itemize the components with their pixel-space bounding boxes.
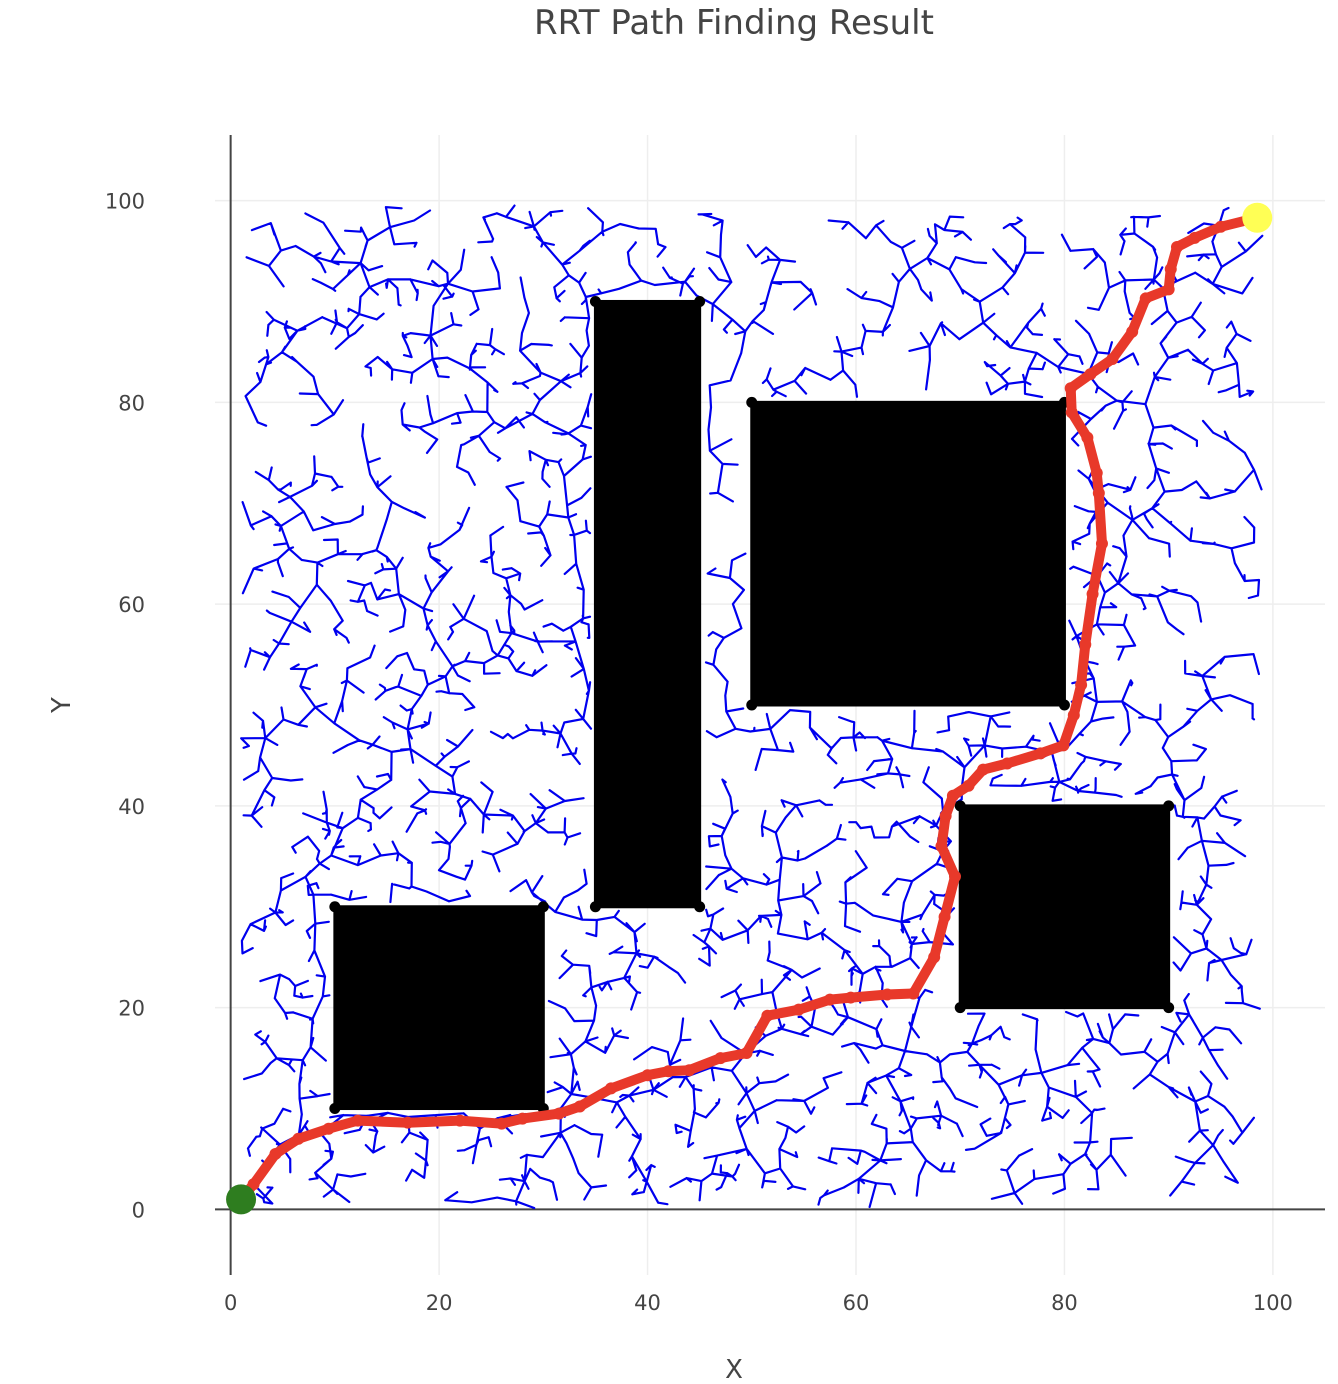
path-point xyxy=(823,993,836,1006)
goal-marker xyxy=(1242,202,1273,233)
path-point xyxy=(1034,747,1047,760)
path-point xyxy=(946,789,959,802)
path-point xyxy=(1001,757,1014,770)
path-point xyxy=(761,1009,774,1022)
obstacle-corner xyxy=(954,1002,966,1014)
x-tick-label: 100 xyxy=(1253,1291,1293,1315)
obstacle-rect xyxy=(333,905,545,1111)
path-point xyxy=(938,910,951,923)
path-point xyxy=(322,1122,335,1135)
path-point xyxy=(605,1082,618,1095)
endpoint-markers xyxy=(226,202,1273,1215)
path-point xyxy=(1095,537,1108,550)
obstacle-corner xyxy=(1058,699,1070,711)
tick-labels: 0 20 40 60 80 100 0 20 40 60 80 100 xyxy=(105,190,1293,1315)
path-point xyxy=(516,1112,529,1125)
path-point xyxy=(495,1117,508,1130)
chart-title: RRT Path Finding Result xyxy=(534,3,934,43)
obstacle-rect xyxy=(958,804,1171,1010)
path-point xyxy=(740,1047,753,1060)
path-point xyxy=(1164,263,1177,276)
x-tick-label: 40 xyxy=(634,1291,661,1315)
x-tick-label: 0 xyxy=(224,1291,237,1315)
x-axis-title: X xyxy=(725,1355,743,1384)
path-point xyxy=(792,1003,805,1016)
path-point xyxy=(1079,638,1092,651)
path-point xyxy=(949,870,961,883)
y-tick-label: 100 xyxy=(105,190,145,214)
obstacle-corner xyxy=(589,295,601,307)
path-point xyxy=(1065,406,1078,419)
path-point xyxy=(247,1178,260,1191)
path-point xyxy=(1139,292,1152,305)
path-point xyxy=(844,991,857,1004)
obstacle-corner xyxy=(694,295,706,307)
path-point xyxy=(962,779,975,792)
obstacle-corner xyxy=(329,901,341,913)
start-marker xyxy=(226,1184,257,1215)
path-point xyxy=(401,1116,414,1129)
path-point xyxy=(1081,431,1094,444)
obstacle-corner xyxy=(954,800,966,812)
obstacle-corner xyxy=(329,1103,341,1115)
path-point xyxy=(1090,466,1103,479)
obstacle-corner xyxy=(746,699,758,711)
path-point xyxy=(552,1107,565,1120)
path-point xyxy=(714,1052,727,1065)
path-point xyxy=(1084,368,1097,381)
path-point xyxy=(1126,325,1139,338)
path-point xyxy=(662,1065,675,1078)
path-point xyxy=(1092,487,1105,500)
path-point xyxy=(1067,709,1080,722)
y-tick-label: 20 xyxy=(118,997,145,1021)
x-tick-label: 20 xyxy=(426,1291,453,1315)
path-point xyxy=(1106,352,1119,365)
x-tick-label: 80 xyxy=(1051,1291,1078,1315)
y-tick-label: 0 xyxy=(132,1198,145,1222)
path-point xyxy=(1057,739,1070,752)
y-tick-label: 60 xyxy=(118,593,145,617)
path-point xyxy=(935,840,948,853)
path-point xyxy=(1162,283,1175,296)
y-tick-label: 80 xyxy=(118,391,145,415)
path-point xyxy=(1075,678,1088,691)
obstacle-rect xyxy=(593,299,702,909)
path-point xyxy=(1214,220,1227,233)
y-axis-title: Y xyxy=(47,697,77,714)
path-point xyxy=(881,988,894,1001)
y-tick-label: 40 xyxy=(118,795,145,819)
path-point xyxy=(1171,240,1183,253)
path-point xyxy=(351,1114,364,1127)
obstacle-corner xyxy=(694,901,706,913)
obstacles xyxy=(329,295,1175,1115)
path-point xyxy=(907,987,920,1000)
axis-lines xyxy=(215,135,1325,1275)
path-point xyxy=(269,1147,282,1160)
obstacle-corner xyxy=(1163,800,1175,812)
path-point xyxy=(939,809,952,822)
obstacle-corner xyxy=(1163,1002,1175,1014)
path-point xyxy=(928,951,941,964)
obstacle-corner xyxy=(537,901,549,913)
solution-path xyxy=(235,211,1264,1206)
path-point xyxy=(292,1132,305,1145)
path-point xyxy=(573,1100,586,1113)
obstacle-corner xyxy=(746,396,758,408)
obstacle-corner xyxy=(589,901,601,913)
path-point xyxy=(1064,382,1077,395)
obstacle-rect xyxy=(750,400,1066,707)
x-tick-label: 60 xyxy=(843,1291,870,1315)
path-point xyxy=(977,763,990,776)
path-point xyxy=(453,1114,466,1127)
path-point xyxy=(641,1069,654,1082)
path-point xyxy=(1188,231,1201,244)
path-point xyxy=(1086,588,1099,601)
path-point xyxy=(683,1064,696,1077)
